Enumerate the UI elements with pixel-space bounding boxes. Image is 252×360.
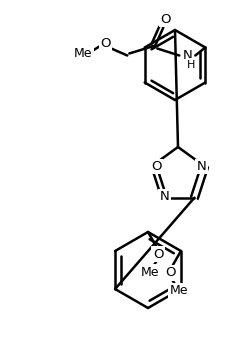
Text: N: N [197,160,206,173]
Text: H: H [187,59,196,69]
Text: O: O [100,37,111,50]
Text: Me: Me [74,47,92,60]
Text: N: N [160,190,169,203]
Text: Me: Me [170,284,188,297]
Text: Me: Me [141,266,159,279]
Text: O: O [151,160,162,173]
Text: N: N [182,49,192,62]
Text: O: O [160,13,171,26]
Text: O: O [153,248,163,261]
Text: O: O [166,266,176,279]
